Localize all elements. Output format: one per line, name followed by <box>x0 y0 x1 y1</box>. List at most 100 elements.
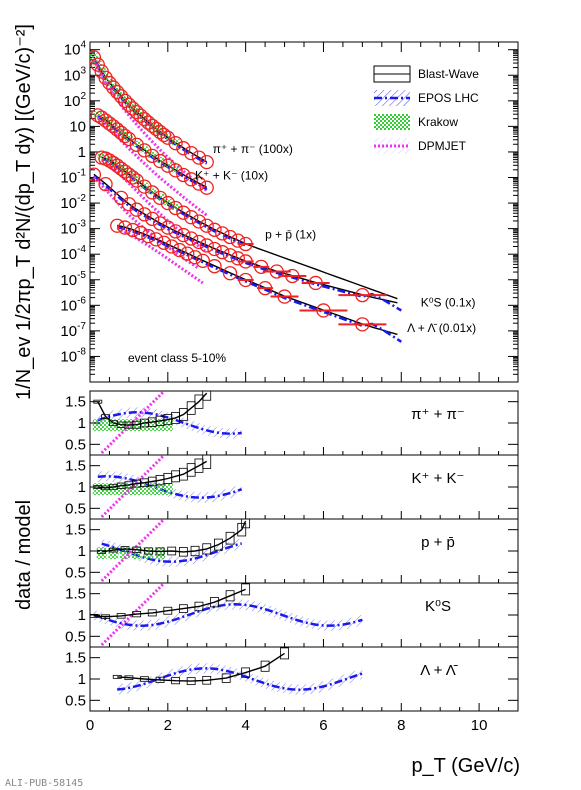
data-point <box>117 128 133 144</box>
blast-wave-ratio-box <box>178 547 188 557</box>
krakow-band <box>93 60 102 67</box>
blast-wave-ratio-box <box>132 611 142 618</box>
x-tick-label: 4 <box>241 717 249 734</box>
data-point <box>238 272 253 288</box>
dpmjet-curve <box>96 116 208 217</box>
blast-wave-ratio-box <box>101 414 110 419</box>
dpmjet-ratio-curve <box>100 455 165 518</box>
ratio-y-tick-label: 1.5 <box>65 394 86 411</box>
data-point <box>164 239 179 254</box>
data-point <box>269 264 284 279</box>
y-tick-base: 10 <box>60 195 77 212</box>
data-point <box>191 176 207 191</box>
ratio-y-tick-label: 0.5 <box>65 564 86 581</box>
blast-wave-ratio-box <box>190 545 200 557</box>
spectra-curves <box>90 50 402 343</box>
ratio-panel-lambda: 0.5 1 1.5 Λ + Λ̄ <box>65 646 519 712</box>
ratio-y-tick-label: 1 <box>78 671 86 688</box>
data-point <box>160 158 175 173</box>
blast-wave-ratio-box <box>155 547 165 556</box>
data-point <box>316 303 331 318</box>
krakow-ratio-band <box>147 419 158 432</box>
data-point <box>117 93 133 108</box>
blast-wave-ratio-box <box>213 538 223 551</box>
krakow-ratio-band <box>100 419 111 432</box>
legend-label: Krakow <box>418 115 458 129</box>
data-point <box>152 153 168 169</box>
epos-ratio-curve <box>93 603 363 627</box>
ratio-panel-label: K⁰S <box>425 598 451 615</box>
krakow-band <box>117 128 126 135</box>
krakow-band <box>90 53 98 60</box>
x-tick-label: 0 <box>86 717 94 734</box>
krakow-ratio-band <box>92 483 103 496</box>
blast-wave-ratio-box <box>178 604 188 613</box>
data-point <box>184 231 199 246</box>
labels: 1/N_ev 1/2πp_T d²N/(dp_T dy) [(GeV/c)⁻²]… <box>5 24 520 789</box>
data-point <box>215 245 230 260</box>
data-point <box>191 150 207 165</box>
krakow-band <box>128 173 137 180</box>
krakow-band <box>171 166 180 173</box>
data-point <box>199 154 214 170</box>
credit-label: ALI-PUB-58145 <box>5 778 83 789</box>
y-tick-exponent: -1 <box>77 168 86 179</box>
data-point <box>180 246 195 261</box>
krakow-band <box>171 203 180 210</box>
data-point <box>238 236 253 252</box>
data-point <box>133 225 148 241</box>
data-point <box>176 205 191 220</box>
data-point <box>207 241 222 257</box>
event-class-label: event class 5-10% <box>128 351 226 365</box>
ratio-panel-pion: 0.5 1 1.5 π⁺ + π⁻ <box>65 390 519 456</box>
y-tick-base: 10 <box>60 246 77 263</box>
y-tick-base: 10 <box>60 272 77 289</box>
ratio-curves <box>90 583 363 646</box>
y-tick-exponent: -7 <box>77 321 86 332</box>
blast-wave-ratio-box <box>202 675 212 685</box>
legend-swatch-krakow <box>374 114 410 130</box>
ratio-y-axis-title: data / model <box>13 500 35 610</box>
krakow-ratio-band <box>108 547 119 560</box>
data-point <box>230 233 246 248</box>
data-point <box>172 242 187 258</box>
epos-ratio-band <box>101 538 242 567</box>
ratio-y-tick-label: 0.5 <box>65 628 86 645</box>
data-point <box>257 280 273 296</box>
data-point <box>137 143 152 158</box>
y-tick-exponent: -6 <box>77 295 86 306</box>
data-point <box>125 222 140 238</box>
dpmjet-ratio-curve <box>100 519 165 582</box>
legend-label: EPOS LHC <box>418 91 479 105</box>
data-point <box>184 172 199 187</box>
data-point <box>191 214 207 229</box>
data-point <box>160 195 175 211</box>
blast-wave-ratio-box <box>241 583 251 596</box>
data-point <box>355 287 370 303</box>
ratio-panel-k0s: 0.5 1 1.5 K⁰S <box>65 582 519 648</box>
data-point <box>168 224 183 239</box>
blast-wave-ratio-box <box>221 673 231 683</box>
blast-wave-ratio-box <box>225 531 235 545</box>
blast-wave-ratio-curve <box>93 588 246 618</box>
data-point <box>148 232 164 247</box>
krakow-ratio-band <box>116 483 127 496</box>
ratio-y-tick-label: 1 <box>78 607 86 624</box>
ratio-y-tick-label: 1 <box>78 479 86 496</box>
y-tick-base: 10 <box>60 297 77 314</box>
data-point <box>199 238 214 253</box>
y-tick-label: 10-6 <box>60 295 86 314</box>
series-label: p + p̄ (1x) <box>265 227 316 241</box>
y-tick-base: 10 <box>60 170 77 187</box>
data-point <box>152 190 168 205</box>
legend-label: DPMJET <box>418 139 467 153</box>
data-point <box>277 289 292 304</box>
blast-wave-ratio-box <box>260 660 270 672</box>
ratio-curves <box>112 647 363 695</box>
data-point <box>355 317 370 332</box>
data-point <box>238 254 253 269</box>
krakow-ratio-band <box>143 547 154 560</box>
ratio-y-tick-label: 1.5 <box>65 586 86 603</box>
blast-wave-ratio-box <box>186 677 196 686</box>
blast-wave-ratio-box <box>194 601 204 612</box>
